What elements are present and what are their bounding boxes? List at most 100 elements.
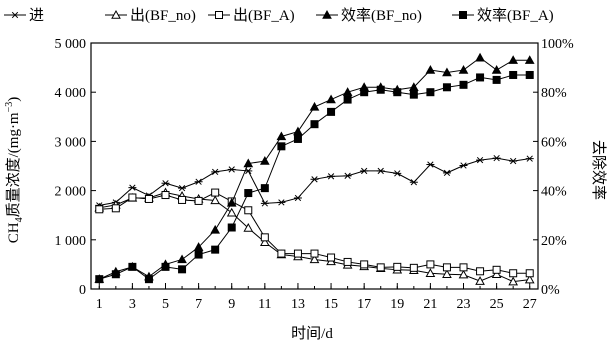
legend-entry-4: 效率(BF_A) [452,7,554,24]
legend-label: 出(BF_no) [130,7,196,24]
series-0-point [227,166,236,173]
series-3-point [491,65,502,74]
series-layer [94,52,535,286]
series-0-point [343,172,352,179]
x-tick-label: 11 [258,297,271,312]
series-4-point [95,275,104,284]
series-1-point [524,274,535,284]
series-4-point [144,275,153,284]
series-2-point [393,262,402,271]
x-tick-label: 23 [457,297,471,312]
x-tick-label: 27 [523,297,537,312]
legend-entry-3: 效率(BF_no) [316,7,422,24]
y-right-tick-label: 40% [541,185,567,200]
series-0-point [459,162,468,169]
legend-label: 效率(BF_no) [341,7,422,24]
series-2-point [277,249,286,258]
series-4-point [260,184,269,193]
series-0-point [476,156,485,164]
series-0 [95,154,534,209]
series-4-point [376,85,385,94]
series-0-point [327,173,336,180]
series-3 [94,52,535,283]
series-1-point [309,254,320,264]
series-0-point-d2 [294,194,302,202]
series-0-point [178,184,187,192]
series-1-point [226,207,237,217]
series-3-point [259,156,270,165]
series-3-point [309,101,320,111]
x-tick-label: 9 [228,297,235,312]
series-1-point [243,222,254,232]
series-0-point [376,167,385,175]
y-left-tick-label: 4 000 [55,86,87,101]
series-4-point [492,75,501,84]
series-0-point [360,167,369,175]
series-3-point [293,126,303,136]
axes: 0 1 000 2 000 3 000 4 000 5 000 0% 20% 40% 60% 80%… [55,37,575,312]
series-0-point [310,176,319,183]
legend-marker [215,11,223,19]
legend-marker-d2 [11,11,19,19]
x-tick-label: 25 [490,297,504,312]
series-3-point [276,131,287,141]
series-0-point [442,169,451,177]
x-tick-label: 15 [324,297,338,312]
series-4-point [178,265,187,274]
legend-entry-0: 进 [4,7,44,24]
series-0-point [277,199,286,206]
series-4 [95,70,534,284]
y-left-tick-label: 0 [79,283,86,298]
series-0-point-d2 [510,157,517,165]
series-2-point [244,206,253,215]
series-4-point [211,245,220,254]
y-left-tick-label: 3 000 [55,135,87,150]
series-0-point-d2 [476,156,484,164]
series-0-point-d2 [178,184,186,192]
series-0-point [260,200,269,207]
series-4-point [343,95,352,104]
y-left-tick-label: 2 000 [55,185,87,200]
series-0-point [393,170,402,177]
series-4-point [277,142,286,151]
series-0-point-d2 [493,154,500,162]
y-right-tick-label: 0% [541,283,560,298]
legend-label: 进 [29,7,44,24]
series-1-point [259,237,270,246]
series-3-point [408,82,419,91]
series-1-point [491,269,502,278]
series-0-point [509,157,518,165]
series-2-point [442,263,451,272]
x-tick-label: 21 [423,297,437,312]
series-2-point [509,269,518,278]
x-axis-title: 时间/d [291,325,333,342]
series-2-point [194,196,203,205]
series-0-point-d2 [443,169,451,177]
series-3-point [442,67,452,77]
series-0-point [211,168,220,176]
series-0-point-d2 [427,161,434,168]
series-2-point [492,265,501,274]
series-3-point [508,55,519,64]
y-axis-title-left: CH4质量浓度/(mg·m−3) [4,97,25,243]
series-2-point [476,267,485,276]
series-2-point [376,263,385,272]
series-0-point-d2 [228,166,235,173]
series-0-point-d2 [245,167,252,175]
series-3-point [193,242,204,251]
series-2-point [144,194,153,203]
series-4-point [459,80,468,89]
series-0-point-d2 [278,199,285,206]
legend-label: 出(BF_A) [233,7,295,24]
series-0-point-d2 [212,168,219,176]
series-4-point [327,107,336,116]
x-tick-label: 1 [96,297,103,312]
series-4-point [393,88,402,97]
series-0-point-d2 [410,179,417,186]
y-right-tick-label: 60% [541,135,567,150]
y-right-tick-label: 100% [541,37,574,52]
series-0-point-d2 [344,172,351,179]
series-3-point [342,87,353,96]
series-3-point [243,158,254,168]
